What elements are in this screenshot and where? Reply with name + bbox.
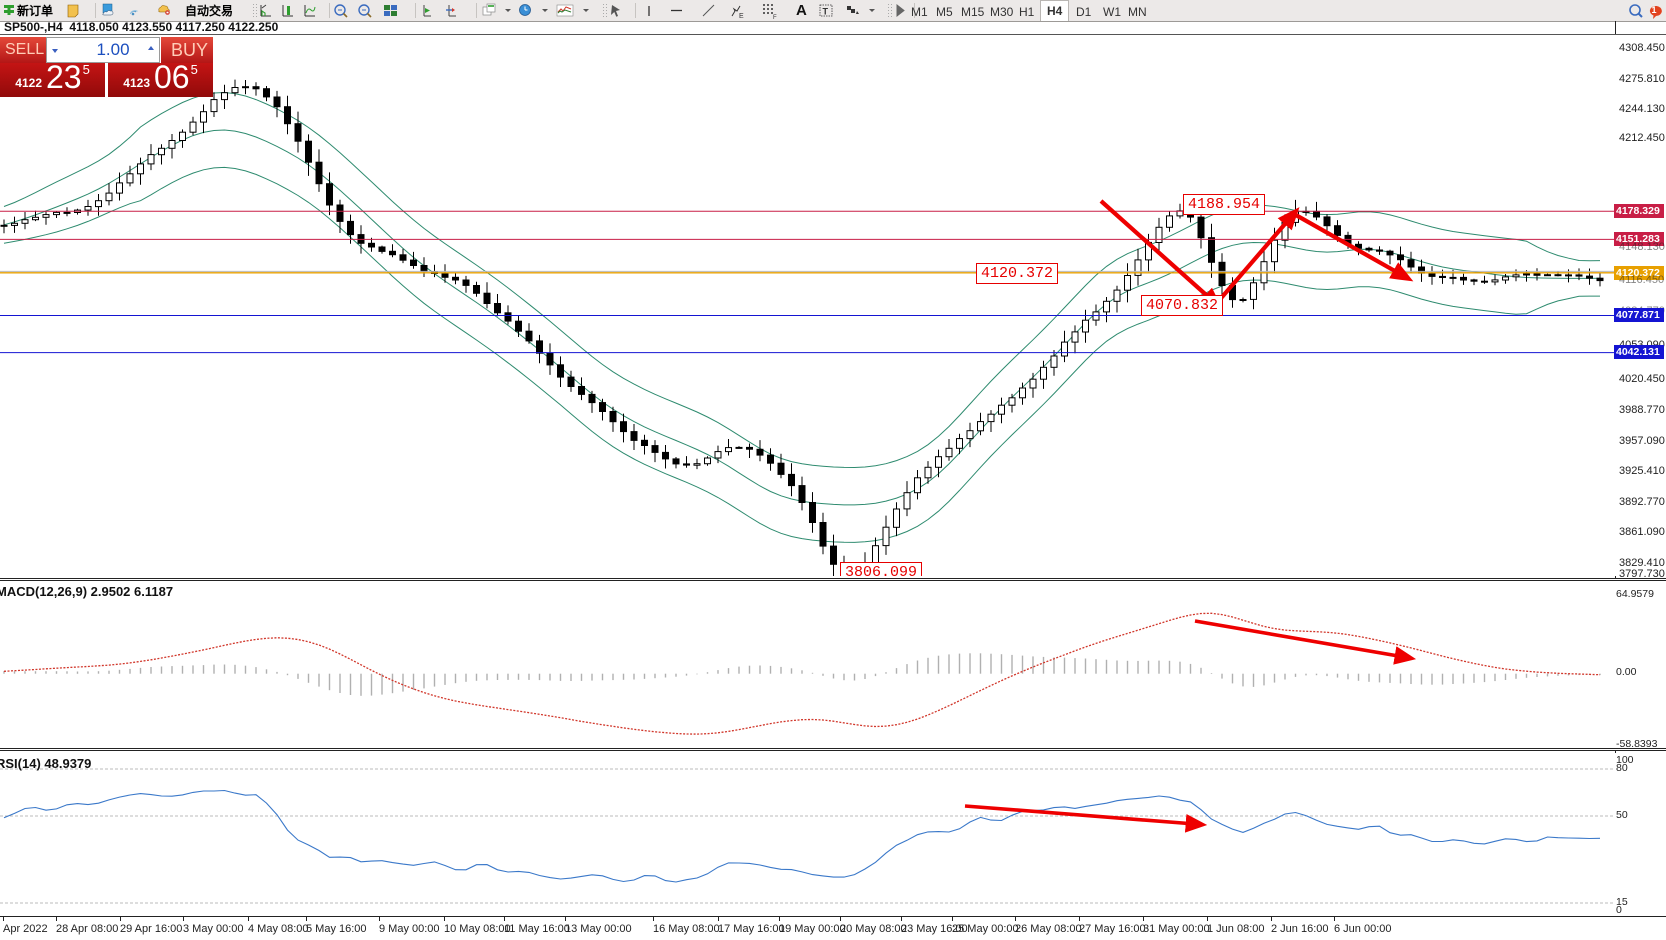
svg-text:1: 1 (1651, 5, 1656, 15)
svg-text:F: F (773, 15, 777, 19)
svg-text:T: T (823, 6, 829, 16)
svg-text:E: E (739, 13, 744, 19)
